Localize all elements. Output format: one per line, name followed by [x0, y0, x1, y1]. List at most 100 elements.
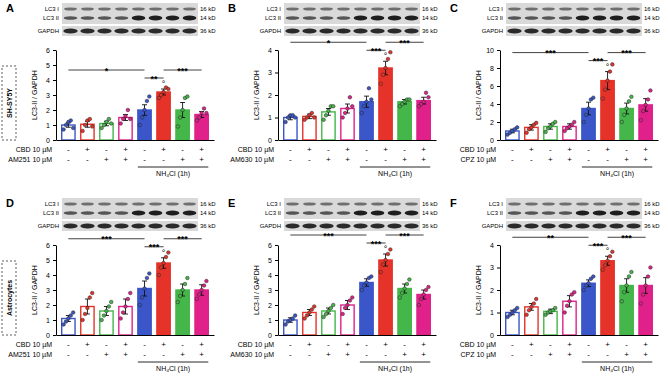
data-point — [544, 130, 548, 134]
blot-size: 16 kD — [644, 6, 660, 12]
panel: FLC3 ILC3 IIGAPDH16 kD14 kD36 kD01234LC3… — [450, 197, 660, 373]
data-point — [381, 263, 385, 267]
treatment-sign: - — [162, 155, 165, 164]
treatment-sign: + — [180, 155, 185, 164]
y-tick: 8 — [490, 65, 500, 72]
blot-band — [115, 202, 128, 205]
y-tick-label: 4 — [268, 272, 272, 279]
treatment-sign: + — [567, 155, 572, 164]
treatment-sign: - — [403, 145, 406, 154]
blot-background — [506, 26, 642, 36]
treatment-sign: - — [511, 155, 514, 164]
blot-background — [62, 198, 198, 219]
figure: ASH-SY5YLC3 ILC3 IIGAPDH16 kD14 kD36 kD0… — [0, 0, 668, 385]
blot-band — [98, 211, 112, 215]
blot-band — [64, 7, 77, 10]
y-tick-label: 5 — [268, 257, 272, 264]
data-point — [143, 287, 147, 291]
treatment-label: CPZ 10 µM — [460, 351, 496, 359]
data-point — [81, 318, 85, 322]
data-point — [145, 99, 149, 103]
data-point — [350, 296, 354, 300]
data-point — [293, 314, 297, 318]
blot-band — [149, 202, 162, 205]
y-axis-line — [278, 246, 279, 336]
blot-band — [166, 210, 180, 215]
data-point — [284, 323, 288, 327]
y-tick-label: 2 — [490, 287, 494, 294]
treatment-sign: + — [624, 350, 629, 359]
blot-band — [626, 29, 640, 34]
y-tick: 3 — [46, 287, 56, 294]
significance-label: *** — [177, 234, 188, 244]
page: {"chart_data": [ {"type": "bar", "title"… — [0, 0, 668, 385]
blot-size: 16 kD — [200, 201, 216, 207]
y-tick-mark — [275, 73, 278, 74]
blot-band — [371, 15, 385, 20]
treatment-label: CBD 10 µM — [460, 341, 496, 349]
blot-band — [319, 224, 333, 229]
treatment-sign: + — [199, 145, 204, 154]
y-tick-label: 6 — [268, 242, 272, 249]
y-tick-label: 5 — [46, 257, 50, 264]
data-point — [128, 291, 132, 295]
bar — [284, 320, 297, 335]
blot-label: GAPDH — [38, 223, 59, 229]
data-point — [119, 122, 123, 126]
blot-size: 14 kD — [200, 15, 216, 21]
blot-label: LC3 II — [43, 15, 59, 21]
bar — [582, 283, 595, 335]
treatment-sign: - — [511, 145, 514, 154]
significance-label: ** — [547, 233, 555, 243]
treatment-bracket — [582, 362, 652, 363]
data-point — [324, 113, 328, 117]
data-point — [107, 305, 111, 309]
panel: CLC3 ILC3 IIGAPDH16 kD14 kD36 kD0246810L… — [450, 2, 660, 178]
data-point — [197, 116, 201, 120]
treatment-sign: - — [511, 350, 514, 359]
blot-band — [610, 15, 624, 20]
data-point — [186, 95, 190, 99]
treatment-sign: - — [105, 145, 108, 154]
data-point — [603, 88, 607, 92]
blot-size: 36 kD — [200, 223, 216, 229]
y-tick-label: 0 — [490, 137, 494, 144]
treatment-sign: + — [643, 155, 648, 164]
blot-band — [337, 16, 351, 20]
blot-size: 14 kD — [644, 15, 660, 21]
data-point — [620, 120, 624, 124]
blot-band — [627, 202, 640, 205]
blot-size: 36 kD — [422, 28, 438, 34]
x-axis-line — [279, 140, 437, 141]
data-point — [178, 294, 182, 298]
blot-band — [541, 224, 555, 229]
treatment-sign: + — [123, 155, 128, 164]
blot-band — [371, 7, 384, 10]
y-tick-mark — [53, 305, 56, 306]
blot-band — [114, 224, 128, 229]
data-point — [81, 129, 85, 133]
data-point — [592, 275, 596, 279]
data-point — [121, 311, 125, 315]
blot-band — [388, 202, 401, 205]
treatment-bracket — [582, 167, 652, 168]
blot-band — [404, 29, 418, 34]
blot-band — [575, 29, 589, 34]
panel-letter: C — [450, 2, 458, 14]
blot — [62, 3, 198, 36]
data-point — [424, 91, 428, 95]
y-tick-mark — [497, 86, 500, 87]
treatment-bracket — [138, 362, 208, 363]
y-tick-mark — [497, 290, 500, 291]
data-point — [649, 89, 653, 93]
y-tick-label: 1 — [490, 309, 494, 316]
data-point — [343, 306, 347, 310]
y-tick-mark — [275, 305, 278, 306]
y-tick-mark — [497, 68, 500, 69]
error-cap — [364, 96, 369, 97]
blot-band — [627, 7, 640, 10]
blot-band — [353, 29, 367, 34]
data-point — [525, 313, 529, 317]
significance-marker: ° — [162, 79, 166, 89]
blot-band — [149, 210, 163, 215]
